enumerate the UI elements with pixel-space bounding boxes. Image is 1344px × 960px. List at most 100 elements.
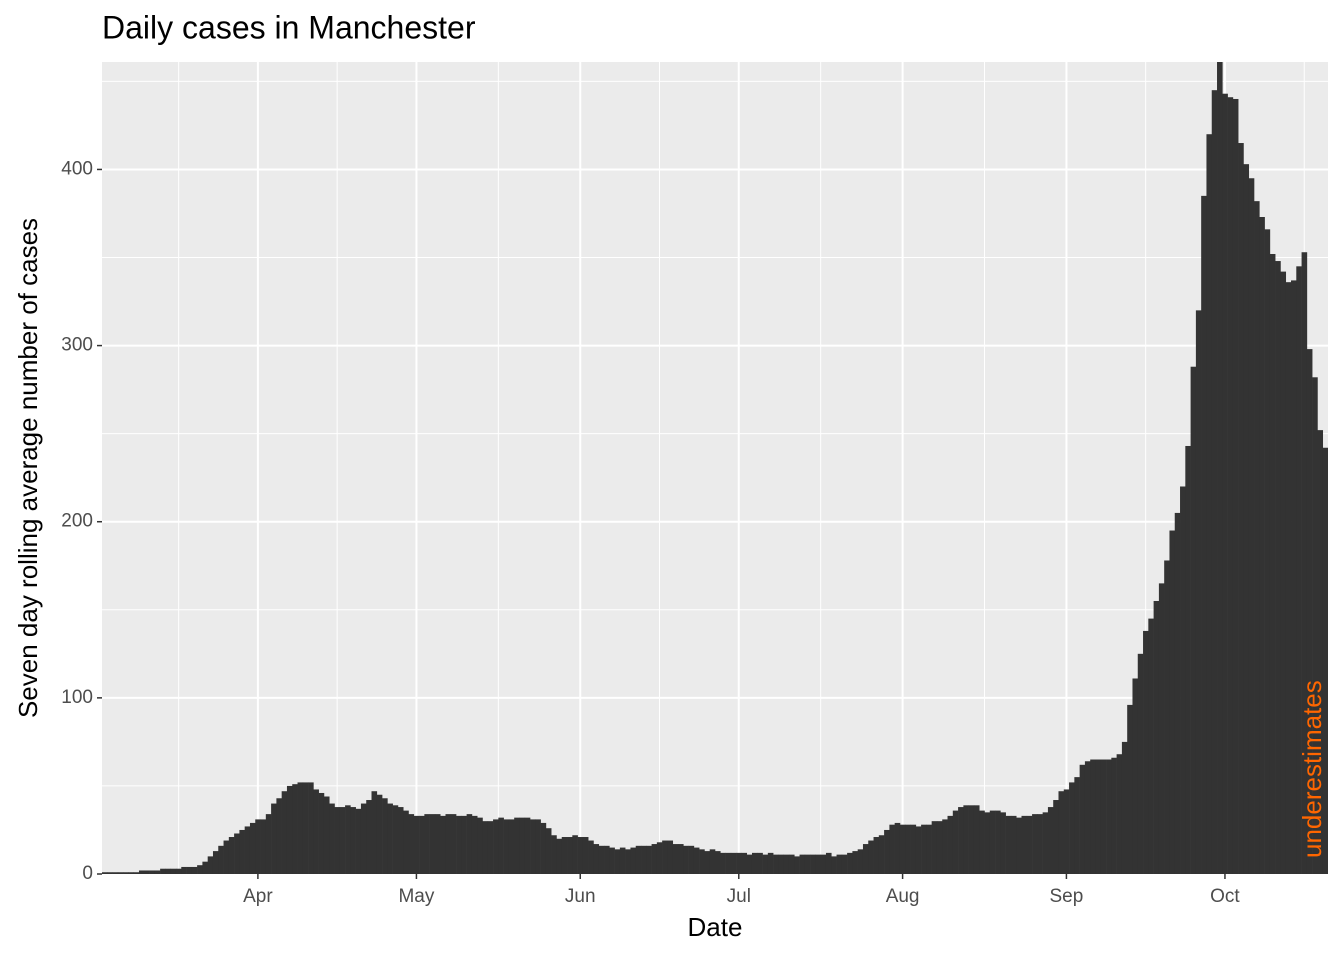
bar	[1074, 777, 1080, 874]
bar	[841, 854, 848, 874]
bar	[720, 852, 726, 874]
bar	[683, 845, 689, 874]
bar	[530, 819, 536, 874]
bar	[1201, 195, 1207, 874]
bar	[1296, 266, 1302, 874]
y-tick-label: 300	[61, 335, 93, 356]
bar	[852, 851, 858, 874]
bar	[625, 849, 631, 874]
bar	[1269, 253, 1276, 874]
bar	[1195, 310, 1202, 874]
bar	[424, 814, 430, 874]
bar	[899, 824, 906, 874]
bar	[646, 845, 652, 874]
x-tick-label: Jun	[565, 886, 596, 907]
bar	[894, 822, 901, 874]
bar	[1148, 618, 1154, 874]
bar	[995, 810, 1001, 874]
bar	[1106, 759, 1112, 874]
bar	[884, 829, 890, 874]
bar	[868, 840, 874, 874]
bar	[445, 814, 452, 874]
x-tick-label: Jul	[727, 886, 751, 907]
bar	[498, 817, 504, 874]
bar	[1164, 560, 1170, 874]
x-axis-title: Date	[688, 912, 743, 942]
bar	[857, 849, 864, 874]
bar	[910, 824, 917, 874]
bar	[952, 810, 959, 874]
bar	[730, 852, 737, 874]
bar	[1222, 93, 1228, 874]
bar	[979, 810, 985, 874]
bar	[1301, 252, 1308, 874]
bar	[862, 844, 869, 874]
bar	[688, 845, 695, 874]
bar	[567, 837, 573, 874]
bar	[699, 849, 705, 874]
bar	[678, 844, 684, 874]
bar	[556, 838, 563, 874]
bar	[387, 803, 393, 874]
grid	[102, 62, 1328, 875]
bar	[1264, 229, 1271, 874]
bar	[572, 835, 578, 874]
bar	[1248, 178, 1255, 874]
bar	[767, 852, 774, 874]
bar	[630, 847, 637, 874]
bar	[1153, 600, 1160, 874]
bar	[667, 840, 674, 874]
bar	[936, 821, 943, 874]
bar	[1322, 447, 1328, 874]
bar	[334, 807, 341, 874]
bar	[1158, 583, 1165, 874]
bar	[281, 791, 288, 874]
bar	[165, 868, 171, 874]
bar	[471, 815, 478, 874]
bar	[1254, 201, 1260, 874]
bar	[1063, 789, 1070, 874]
bar	[461, 815, 467, 874]
bar	[751, 852, 758, 874]
bar	[514, 817, 520, 874]
bar	[984, 812, 991, 874]
bar	[704, 851, 711, 874]
bar	[788, 854, 795, 874]
bar	[905, 824, 911, 874]
bar	[889, 824, 895, 874]
bar	[773, 854, 779, 874]
bar	[847, 852, 853, 874]
bar	[656, 842, 663, 874]
bar	[662, 840, 668, 874]
bars	[102, 62, 1328, 874]
bar	[1111, 757, 1117, 874]
bar	[1121, 741, 1128, 874]
bar	[355, 808, 362, 874]
y-tick-label: 0	[82, 863, 93, 884]
bar	[1190, 366, 1197, 874]
bar	[1132, 678, 1139, 874]
bar	[715, 851, 721, 874]
bar	[963, 805, 969, 874]
bar	[1238, 143, 1244, 874]
bar	[297, 782, 304, 874]
bar	[1079, 764, 1086, 874]
bar	[619, 847, 626, 874]
bar	[641, 845, 647, 874]
bar	[820, 854, 827, 874]
bar	[1016, 817, 1022, 874]
bar	[456, 815, 462, 874]
bar	[323, 796, 330, 874]
bar	[392, 805, 399, 874]
bar	[551, 835, 557, 874]
bar	[228, 837, 235, 874]
bar	[170, 868, 177, 874]
bar	[207, 856, 214, 874]
bar	[582, 837, 589, 874]
bar	[588, 840, 594, 874]
bar	[831, 856, 837, 874]
bar	[382, 798, 388, 874]
bar	[1058, 791, 1065, 874]
x-tick-label: Oct	[1210, 886, 1240, 907]
